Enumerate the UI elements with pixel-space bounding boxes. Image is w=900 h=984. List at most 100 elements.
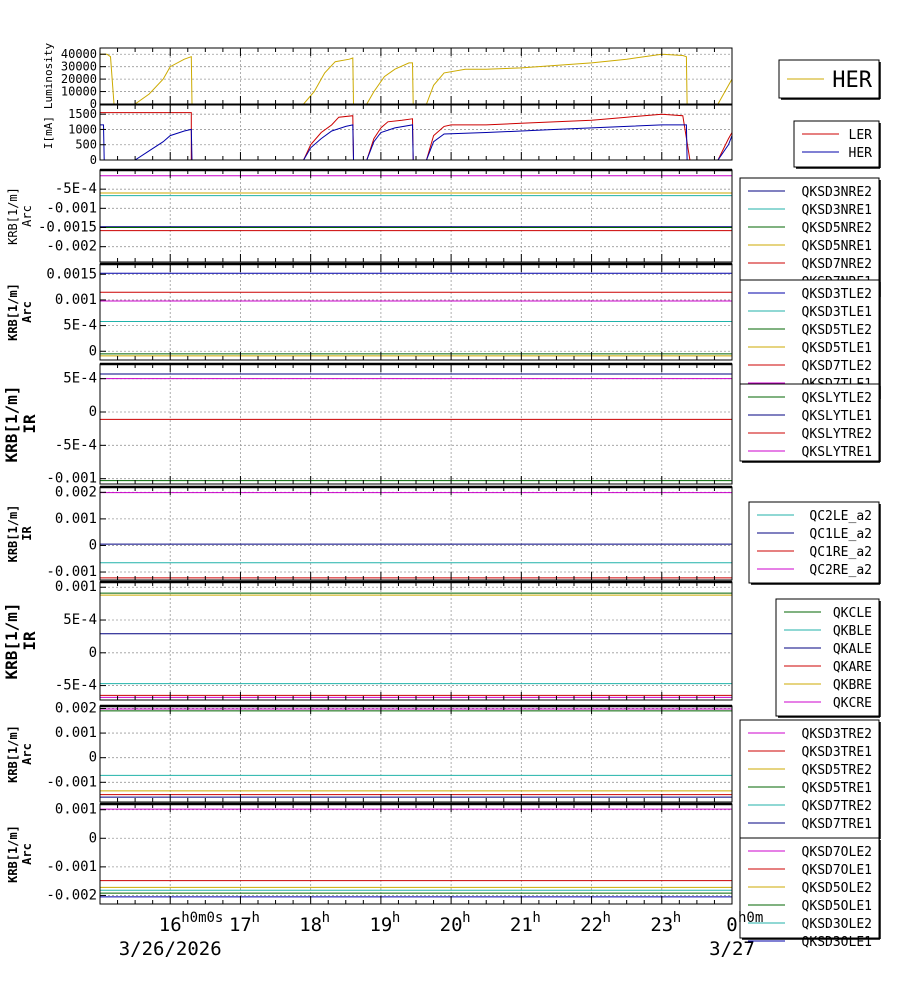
legend-label: QKSLYTLE1 (802, 409, 872, 424)
panel-frame (99, 486, 733, 581)
x-date-label: 3/26/2026 (119, 938, 222, 960)
y-tick-label: 0.001 (55, 511, 97, 527)
legend-label: QC2LE_a2 (809, 509, 872, 524)
y-tick-label: 0.0015 (46, 266, 97, 282)
y-tick-label: 0 (90, 97, 97, 111)
panel-frame (99, 803, 733, 905)
x-tick-suffix: h (532, 910, 540, 926)
x-tick-17: 17 h (229, 910, 260, 936)
legend-ir2: QC2LE_a2 QC1LE_a2 QC1RE_a2 QC2RE_a2 (748, 501, 881, 585)
x-tick-0: 0 h0m 3/27 (709, 910, 763, 960)
legend-arc2: QKSD3TLE2 QKSD3TLE1 QKSD5TLE2 QKSD5TLE1 QKSD… (739, 279, 881, 400)
x-tick-suffix: h (603, 910, 611, 926)
x-tick-suffix: h0m0s (181, 910, 223, 926)
x-tick-label: 19 (369, 914, 392, 936)
x-tick-18: 18 h (299, 910, 330, 936)
x-tick-suffix: h (673, 910, 681, 926)
panel-arc2: 0.0015 0.001 5E-4 0 KRB[1/m] Arc (6, 262, 733, 361)
x-tick-label: 23 (650, 914, 673, 936)
legend-label: QKSD5TLE1 (802, 341, 872, 356)
legend-label: QKSD3NRE1 (802, 203, 872, 218)
legend-label: QKCLE (833, 606, 872, 621)
legend-box (793, 120, 880, 168)
y-axis-label: KRB[1/m] (6, 505, 20, 563)
series-line-ler (100, 112, 733, 161)
panel-frame (99, 47, 733, 105)
y-tick-label: 0.002 (55, 700, 97, 716)
y-tick-label: -0.001 (46, 564, 97, 580)
legend-label: QKSD5NRE2 (802, 221, 872, 236)
x-tick-label: 18 (299, 914, 322, 936)
legend-label: QKSD7TRE1 (802, 817, 872, 832)
x-tick-label: 22 (580, 914, 603, 936)
x-tick-suffix: h (251, 910, 259, 926)
y-tick-label: 0 (89, 645, 97, 661)
y-axis-label: KRB[1/m] (6, 283, 20, 341)
y-axis-label: Arc (20, 301, 34, 323)
series-line-her (100, 124, 733, 161)
y-tick-label: -0.001 (46, 774, 97, 790)
y-tick-label: -0.001 (46, 471, 97, 487)
x-date-label: 3/27 (709, 938, 755, 960)
y-axis-label: IR (20, 526, 34, 541)
y-axis-label: Arc (20, 843, 34, 865)
y-tick-label: -0.001 (46, 859, 97, 875)
panel-ir3: 0.001 5E-4 0 -5E-4 KRB[1/m] IR (2, 579, 733, 701)
y-tick-label: 0 (90, 153, 97, 167)
y-tick-label: 5E-4 (63, 612, 97, 628)
y-axis-label: IR (20, 414, 39, 434)
legend-label: QKALE (833, 642, 872, 657)
legend-label: QKSD3NRE2 (802, 185, 872, 200)
x-tick-label: 21 (510, 914, 533, 936)
x-tick-label: 17 (229, 914, 252, 936)
legend-label: QKSD5TLE2 (802, 323, 872, 338)
legend-label: QKSD7OLE2 (802, 845, 872, 860)
y-tick-label: 0 (89, 830, 97, 846)
legend-label: QKSLYTLE2 (802, 391, 872, 406)
y-axis-label: KRB[1/m] (6, 725, 20, 783)
legend-label: QKSD5OLE2 (802, 881, 872, 896)
panel-ir2: 0.002 0.001 0 -0.001 KRB[1/m] IR (6, 484, 733, 581)
x-tick-label: 20 (440, 914, 463, 936)
y-axis-label: Arc (20, 743, 34, 765)
legend-arc4: QKSD7OLE2 QKSD7OLE1 QKSD5OLE2 QKSD5OLE1 QKSD… (739, 837, 881, 950)
legend-ir1: QKSLYTLE2 QKSLYTLE1 QKSLYTRE2 QKSLYTRE1 (739, 383, 881, 463)
legend-box (739, 837, 880, 939)
legend-label: QKSD7TLE2 (802, 359, 872, 374)
panel-frame (99, 104, 733, 161)
legend-label: QKBLE (833, 624, 872, 639)
legend-label: QKSD7OLE1 (802, 863, 872, 878)
legend-label: QKSD3OLE2 (802, 917, 872, 932)
y-tick-label: 0 (89, 537, 97, 553)
panel-frame (99, 169, 733, 263)
legend-box (739, 279, 880, 399)
y-tick-label: 0.001 (55, 725, 97, 741)
y-tick-label: -5E-4 (55, 678, 97, 694)
y-axis-label: Luminosity (42, 43, 55, 110)
panel-frame (99, 263, 733, 361)
y-tick-label: 20000 (61, 72, 97, 86)
y-axis-label: IR (20, 631, 39, 651)
legend-label: QKBRE (833, 678, 872, 693)
legend-box (739, 177, 880, 297)
x-tick-suffix: h (462, 910, 470, 926)
y-tick-label: 0.001 (55, 802, 97, 818)
panel-arc4: 0.001 0 -0.001 -0.002 KRB[1/m] Arc (6, 802, 733, 905)
legend-label: QKCRE (833, 696, 872, 711)
y-tick-label: -0.0015 (38, 220, 97, 236)
x-tick-suffix: h (392, 910, 400, 926)
legend-label: QKSD7TRE2 (802, 799, 872, 814)
y-tick-label: -5E-4 (55, 181, 97, 197)
legend-label: QKSD3TLE1 (802, 305, 872, 320)
y-tick-label: 30000 (61, 60, 97, 74)
x-tick-23: 23 h (650, 910, 681, 936)
legend-label: QKSLYTRE1 (802, 445, 872, 460)
y-tick-label: 40000 (61, 47, 97, 61)
y-tick-label: 0 (89, 404, 97, 420)
panel-ir1: 5E-4 0 -5E-4 -0.001 KRB[1/m] IR (2, 362, 733, 487)
legend-label: QKSD5OLE1 (802, 899, 872, 914)
y-axis-label: KRB[1/m] (2, 602, 21, 679)
legend-lum: HER (778, 59, 881, 100)
y-tick-label: 0.002 (55, 484, 97, 500)
